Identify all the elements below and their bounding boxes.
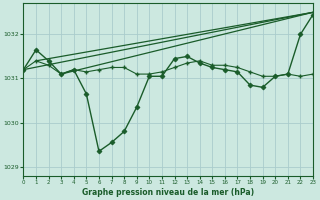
X-axis label: Graphe pression niveau de la mer (hPa): Graphe pression niveau de la mer (hPa) bbox=[82, 188, 254, 197]
